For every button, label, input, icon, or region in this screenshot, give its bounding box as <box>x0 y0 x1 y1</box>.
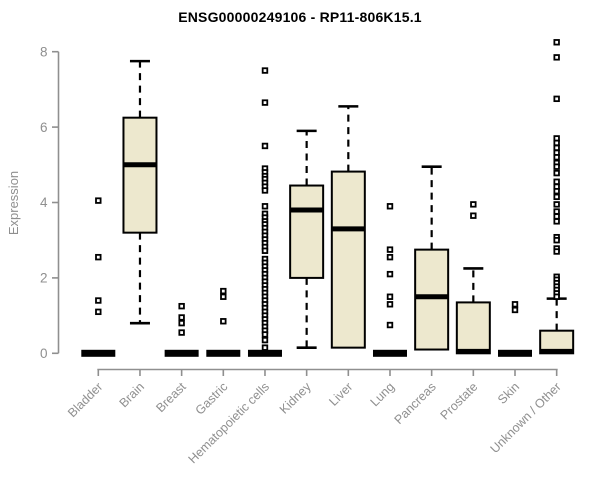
outlier-point <box>553 201 560 208</box>
outlier-point <box>553 139 560 147</box>
collapsed-box <box>164 349 199 357</box>
box-rect <box>330 170 366 349</box>
x-category-label: Lung <box>368 380 398 410</box>
outlier-point <box>178 302 185 310</box>
x-category-label: Unknown / Other <box>488 380 564 456</box>
outlier-point <box>261 203 269 210</box>
y-tick-label: 8 <box>40 44 48 59</box>
outlier-point <box>553 39 560 46</box>
outlier-point <box>261 99 269 106</box>
outlier-point <box>553 213 560 220</box>
collapsed-box <box>206 349 241 357</box>
outlier-point <box>386 293 394 300</box>
box-group-gastric <box>206 287 241 357</box>
outlier-point <box>553 95 560 103</box>
collapsed-box <box>372 349 407 357</box>
outlier-point <box>178 329 185 336</box>
outlier-point <box>95 197 102 204</box>
box-group-lung <box>372 203 407 357</box>
outlier-point <box>553 293 560 300</box>
collapsed-box <box>247 349 282 357</box>
box-group-pancreas <box>414 165 450 351</box>
outlier-point <box>553 163 560 170</box>
outlier-point <box>95 253 102 261</box>
x-category-label: Bladder <box>65 380 105 420</box>
outlier-point <box>386 253 394 261</box>
outlier-point <box>95 308 102 316</box>
x-category-label: Brain <box>117 380 148 411</box>
x-category-label: Breast <box>153 379 189 415</box>
outlier-point <box>553 248 560 255</box>
outlier-point <box>553 208 560 215</box>
outlier-point <box>553 144 560 152</box>
outlier-point <box>553 187 560 195</box>
box-group-hematopoietic-cells <box>247 67 282 357</box>
y-tick-label: 0 <box>40 346 48 361</box>
outlier-point <box>553 178 560 185</box>
box-group-breast <box>164 302 199 357</box>
outlier-point <box>178 319 185 327</box>
outlier-point <box>470 212 477 219</box>
y-axis: 0 2 4 6 8 <box>40 44 60 361</box>
outlier-point <box>220 287 227 295</box>
outlier-point <box>553 236 560 244</box>
box-group-brain <box>122 59 158 325</box>
box-rect <box>455 301 491 355</box>
outlier-point <box>261 67 269 74</box>
box-group-unknown-other <box>539 39 575 355</box>
x-category-label: Kidney <box>277 379 314 416</box>
outlier-point <box>261 247 269 254</box>
outlier-point <box>553 193 560 201</box>
outlier-point <box>553 54 560 61</box>
outlier-point <box>553 169 560 177</box>
x-category-label: Gastric <box>193 380 231 418</box>
x-category-label: Pancreas <box>392 380 439 427</box>
y-tick-label: 4 <box>40 195 48 210</box>
collapsed-box <box>498 349 532 357</box>
outlier-point <box>261 336 269 344</box>
box-rect <box>122 116 158 234</box>
outlier-point <box>178 314 185 321</box>
outlier-point <box>220 293 227 300</box>
outlier-point <box>386 246 394 253</box>
box-group-bladder <box>81 197 116 357</box>
y-axis-label: Expression <box>6 170 21 236</box>
outlier-point <box>553 154 560 161</box>
box-rect <box>289 184 325 279</box>
x-category-label: Prostate <box>438 380 481 423</box>
outlier-point <box>220 318 227 325</box>
outlier-point <box>511 301 519 308</box>
x-category-label: Hematopoietic cells <box>186 380 273 467</box>
outlier-point <box>386 321 394 329</box>
box-group-prostate <box>455 201 491 355</box>
outlier-point <box>261 331 269 338</box>
outlier-point <box>261 187 269 194</box>
outlier-point <box>553 218 560 225</box>
box-group-liver <box>330 105 366 349</box>
outlier-point <box>470 201 477 208</box>
outlier-point <box>386 270 394 278</box>
y-tick-label: 2 <box>40 271 48 286</box>
chart-title: ENSG00000249106 - RP11-806K15.1 <box>178 9 422 25</box>
x-category-label: Skin <box>495 380 522 407</box>
outlier-point <box>386 301 394 308</box>
x-category-label: Liver <box>326 380 355 409</box>
outlier-point <box>261 142 269 150</box>
outlier-point <box>386 203 394 210</box>
outlier-point <box>511 306 519 314</box>
box-rect <box>414 248 450 351</box>
outlier-point <box>95 297 102 304</box>
box-group-kidney <box>289 129 325 349</box>
y-tick-label: 6 <box>40 120 48 135</box>
collapsed-box <box>81 349 116 357</box>
box-group-skin <box>498 301 532 357</box>
outlier-point <box>261 344 269 351</box>
